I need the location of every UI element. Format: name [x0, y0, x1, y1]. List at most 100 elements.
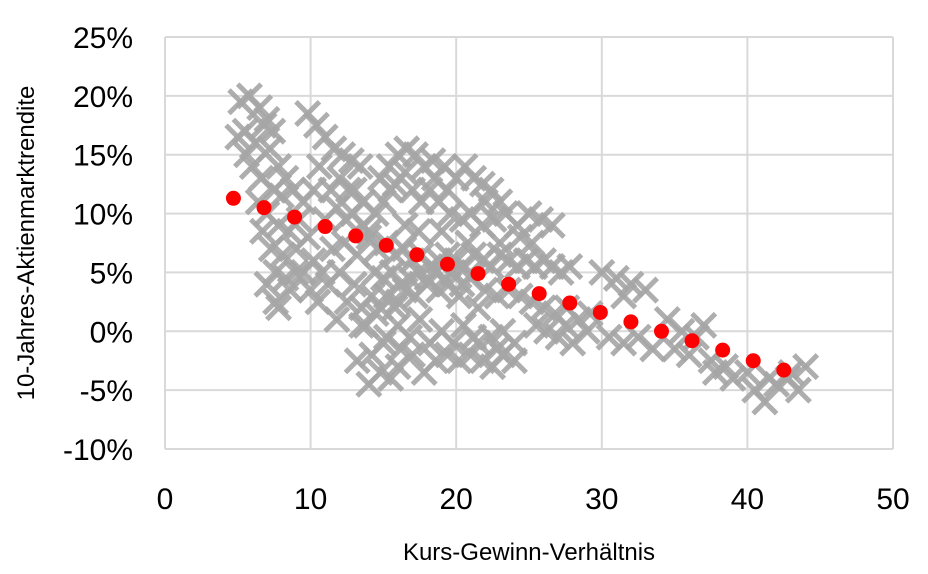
data-point	[257, 235, 285, 263]
data-point	[506, 223, 534, 251]
data-point	[530, 294, 558, 322]
y-axis-title: 10-Jahres-Aktienmarktrendite	[13, 86, 40, 401]
trend-point	[562, 295, 578, 311]
data-point	[500, 347, 528, 375]
y-tick-label: 10%	[73, 199, 133, 232]
data-point	[483, 335, 511, 363]
data-point	[391, 211, 419, 239]
data-point	[588, 258, 616, 286]
data-point	[391, 158, 419, 186]
data-point	[471, 276, 499, 304]
trend-point	[256, 200, 272, 216]
x-tick-label: 0	[157, 483, 174, 516]
x-axis-title: Kurs-Gewinn-Verhältnis	[403, 539, 655, 566]
data-point	[639, 335, 667, 363]
data-point	[249, 217, 277, 245]
trend-point	[378, 237, 394, 253]
data-point	[265, 152, 293, 181]
data-point	[377, 364, 405, 392]
data-point	[256, 135, 284, 163]
y-tick-label: 20%	[73, 81, 133, 114]
data-point	[343, 347, 371, 375]
data-point	[431, 152, 459, 181]
data-point	[333, 288, 361, 316]
trend-point	[317, 219, 333, 235]
trend-point	[592, 304, 608, 320]
data-point	[276, 276, 304, 304]
trend-series	[225, 190, 792, 378]
data-point	[398, 341, 427, 369]
data-point	[477, 323, 505, 351]
data-point	[690, 311, 718, 339]
trend-point	[715, 342, 731, 358]
trend-point	[409, 247, 425, 263]
data-point	[751, 388, 779, 416]
x-tick-label: 30	[585, 483, 618, 516]
data-point	[384, 288, 412, 316]
data-point	[224, 123, 252, 151]
x-tick-label: 40	[731, 483, 764, 516]
data-point	[464, 329, 492, 357]
data-point	[340, 270, 368, 298]
y-tick-label: -10%	[63, 434, 133, 467]
data-point	[755, 364, 783, 392]
trend-point	[531, 286, 547, 302]
data-point	[448, 270, 476, 298]
trend-point	[225, 190, 241, 206]
data-point	[308, 258, 336, 286]
trend-point	[287, 209, 303, 225]
data-point	[631, 276, 660, 304]
data-point	[527, 205, 555, 233]
data-point	[422, 347, 450, 375]
data-point	[661, 335, 689, 363]
data-point	[486, 229, 514, 257]
y-tick-label: 5%	[90, 257, 133, 290]
data-point	[299, 176, 328, 204]
data-point	[355, 370, 383, 398]
x-tick-label: 50	[876, 483, 909, 516]
y-tick-label: 15%	[73, 140, 133, 173]
y-tick-label: 0%	[90, 316, 133, 349]
data-point	[253, 270, 281, 298]
data-point	[617, 270, 645, 298]
data-point	[369, 188, 397, 216]
trend-point	[745, 353, 761, 369]
data-point	[719, 364, 747, 392]
data-point	[289, 258, 317, 286]
y-axis-ticks: 25% 20% 15% 10% 5% 0% -5% -10%	[63, 22, 133, 467]
x-axis-ticks: 0 10 20 30 40 50	[157, 483, 910, 516]
data-point	[332, 205, 360, 233]
data-point	[551, 311, 579, 339]
x-tick-label: 10	[294, 483, 327, 516]
y-tick-label: 25%	[73, 22, 133, 55]
data-point	[436, 200, 464, 228]
data-point	[602, 264, 630, 292]
data-point	[538, 211, 566, 239]
data-point	[323, 305, 351, 334]
trend-point	[653, 323, 669, 339]
data-point	[471, 188, 499, 216]
data-point	[457, 341, 485, 369]
data-point	[610, 329, 638, 357]
data-point	[792, 353, 820, 381]
y-tick-label: -5%	[80, 375, 133, 408]
data-point	[233, 141, 261, 169]
data-point	[406, 305, 434, 334]
data-point	[544, 323, 572, 351]
data-point	[428, 217, 456, 245]
trend-point	[348, 228, 364, 244]
data-point	[515, 200, 543, 228]
data-point	[404, 217, 432, 245]
data-point	[675, 341, 703, 369]
data-point	[265, 294, 293, 322]
data-point	[595, 323, 623, 351]
trend-point	[776, 362, 792, 378]
data-point	[464, 294, 492, 322]
data-point	[305, 152, 333, 181]
data-point	[480, 205, 508, 233]
data-point	[559, 329, 587, 357]
data-point	[318, 235, 346, 263]
data-point	[610, 282, 638, 310]
trend-point	[623, 314, 639, 330]
